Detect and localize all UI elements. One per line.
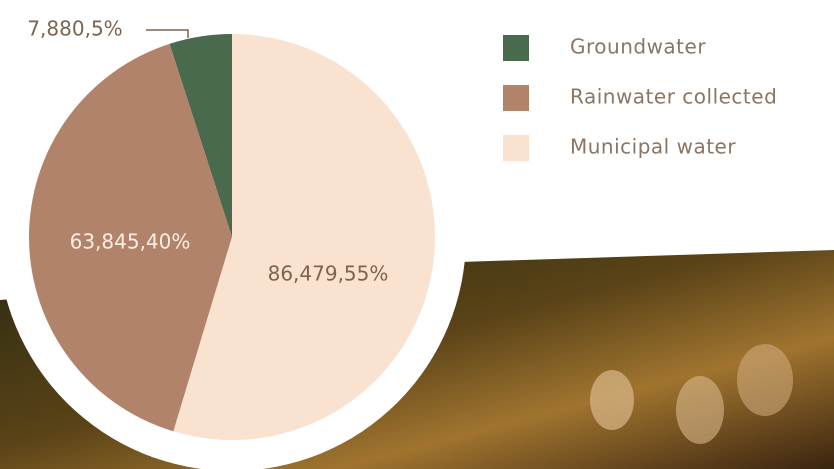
water-drop (737, 344, 793, 416)
legend: Groundwater Rainwater collected Municipal … (503, 35, 777, 161)
water-drop (676, 376, 724, 444)
pie (29, 34, 435, 440)
legend-swatch (503, 135, 529, 161)
legend-label: Groundwater (570, 35, 706, 59)
legend-label: Municipal water (570, 135, 736, 159)
data-label: 86,479,55% (268, 262, 389, 286)
labels: 7,880,5% 63,845,40% 86,479,55% (27, 17, 388, 286)
leader-line (146, 29, 189, 38)
pie-slice (173, 34, 435, 440)
pie-slice (29, 43, 232, 432)
data-label: 7,880,5% (27, 17, 122, 41)
water-drop (590, 370, 634, 430)
pie-slice (169, 34, 232, 237)
data-label: 63,845,40% (70, 230, 191, 254)
legend-label: Rainwater collected (570, 85, 777, 109)
legend-swatch (503, 35, 529, 61)
legend-swatch (503, 85, 529, 111)
